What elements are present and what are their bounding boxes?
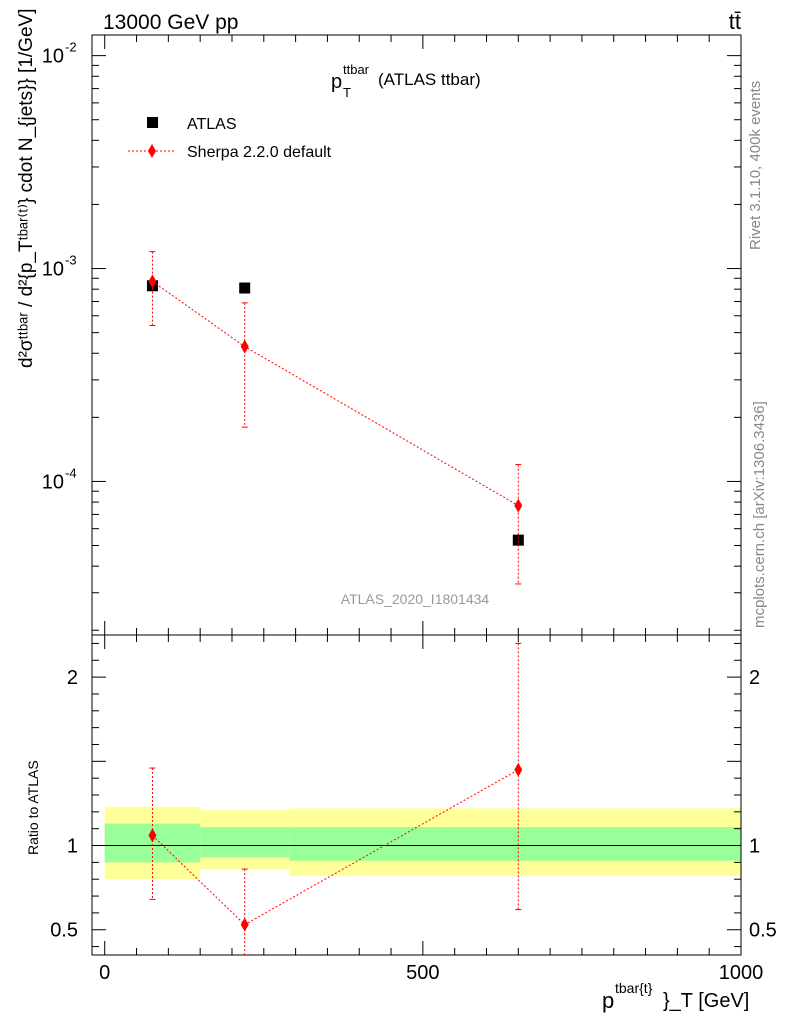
x-axis-label: p tbar{t} }_T [GeV] [602,980,749,1013]
x-axis-label-rest: }_T [GeV] [663,990,749,1012]
x-axis-label-main: p [602,988,614,1013]
main-y-tick-label: 10 [42,471,64,493]
main-y-tick-label: 10 [42,46,64,68]
ratio-sherpa-data-point [514,762,523,777]
plot-title-main: p [331,71,342,93]
x-tick-label: 0 [99,962,110,984]
main-y-tick-label: 10 [42,259,64,281]
plot-title-sub: T [343,85,351,100]
main-y-tick-label-exponent: -4 [65,465,77,480]
legend-marker-atlas [147,117,158,128]
sherpa-line [152,281,519,507]
plot-title: p ttbar T (ATLAS ttbar) [331,62,481,100]
x-tick-label: 500 [406,962,439,984]
legend-label-atlas: ATLAS [187,116,237,133]
ratio-y-tick-label-left: 0.5 [50,920,78,942]
ratio-band-inner [289,827,741,861]
ratio-band-inner [200,827,290,858]
ratio-panel: 0 500 1000 0.5 0.5 1 1 2 2 [50,634,777,984]
ratio-sherpa-data-point [148,828,157,843]
sherpa-data-point [148,274,157,289]
analysis-watermark: ATLAS_2020_I1801434 [341,591,490,607]
rivet-label: Rivet 3.1.10, 400k events [747,81,764,250]
sherpa-data-point [514,498,523,513]
x-axis-label-sup: tbar{t} [615,980,653,996]
ratio-y-tick-label-left: 2 [67,667,78,689]
x-tick-label: 1000 [719,962,764,984]
main-y-tick-label-exponent: -2 [65,40,77,55]
legend: ATLAS Sherpa 2.2.0 default [128,116,332,161]
ratio-sherpa-data-point [240,917,249,932]
plot-title-rest: (ATLAS ttbar) [378,70,481,89]
mcplots-label: mcplots.cern.ch [arXiv:1306.3436] [751,401,768,628]
plot-title-sup: ttbar [343,62,370,77]
ratio-y-tick-label-right: 2 [749,667,760,689]
atlas-data-point [239,282,251,294]
ratio-y-tick-label-left: 1 [67,836,78,858]
ratio-frame [91,634,742,956]
main-y-tick-label-exponent: -3 [65,253,77,268]
sherpa-data-point [240,339,249,354]
main-panel: 10-410-310-2 [42,34,742,636]
main-y-axis-label: d²σᵗᵗᵇᵃʳ / d²{p_Tᵗᵇᵃʳ⁽ᵗ⁾} cdot N_{jets}}… [16,9,37,368]
legend-marker-sherpa [148,144,156,158]
ratio-y-tick-label-right: 0.5 [749,920,777,942]
ratio-y-axis-label: Ratio to ATLAS [25,760,41,855]
ratio-y-tick-label-right: 1 [749,836,760,858]
legend-label-sherpa: Sherpa 2.2.0 default [187,144,332,161]
header-energy: 13000 GeV pp [103,11,238,34]
header-process: tt̄ [729,9,741,34]
atlas-data-point [512,534,524,546]
